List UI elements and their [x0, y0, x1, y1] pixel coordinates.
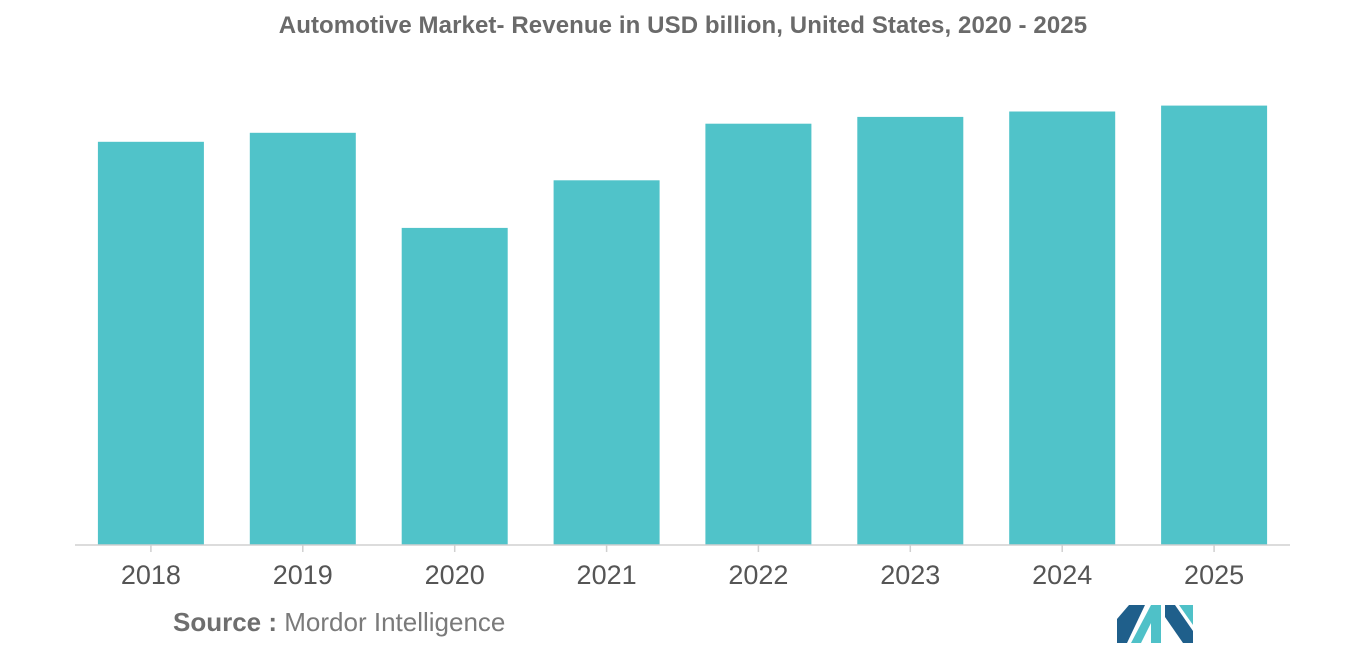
bar-2020: [401, 227, 508, 545]
bar-2018: [97, 141, 204, 546]
x-tick-label-2020: 2020: [425, 560, 485, 590]
bar-2021: [553, 180, 660, 546]
logo-left-shape: [1117, 605, 1145, 643]
bar-2022: [705, 123, 812, 545]
x-tick-label-2019: 2019: [273, 560, 333, 590]
logo-middle-shape: [1131, 605, 1161, 643]
x-axis-ticks: [150, 545, 1215, 552]
x-axis-labels: 2018 2019 2020 2021 2022 2023 2024 2025: [121, 560, 1244, 590]
source-note: Source : Mordor Intelligence: [173, 607, 505, 638]
bar-2025: [1161, 105, 1268, 545]
bars-group: [97, 105, 1268, 546]
logo-right-accent: [1179, 605, 1193, 625]
bar-2023: [857, 116, 964, 546]
x-tick-label-2022: 2022: [728, 560, 788, 590]
chart-title: Automotive Market- Revenue in USD billio…: [278, 12, 1088, 39]
bar-2019: [249, 132, 356, 546]
x-tick-label-2018: 2018: [121, 560, 181, 590]
bar-2024: [1009, 111, 1116, 545]
x-tick-label-2024: 2024: [1032, 560, 1092, 590]
x-tick-label-2021: 2021: [577, 560, 637, 590]
x-tick-label-2025: 2025: [1184, 560, 1244, 590]
logo-right-shape: [1165, 605, 1193, 643]
source-label: Source :: [173, 607, 278, 637]
x-tick-label-2023: 2023: [880, 560, 940, 590]
mordor-intelligence-logo: [1117, 605, 1193, 643]
source-text: Mordor Intelligence: [284, 607, 506, 637]
